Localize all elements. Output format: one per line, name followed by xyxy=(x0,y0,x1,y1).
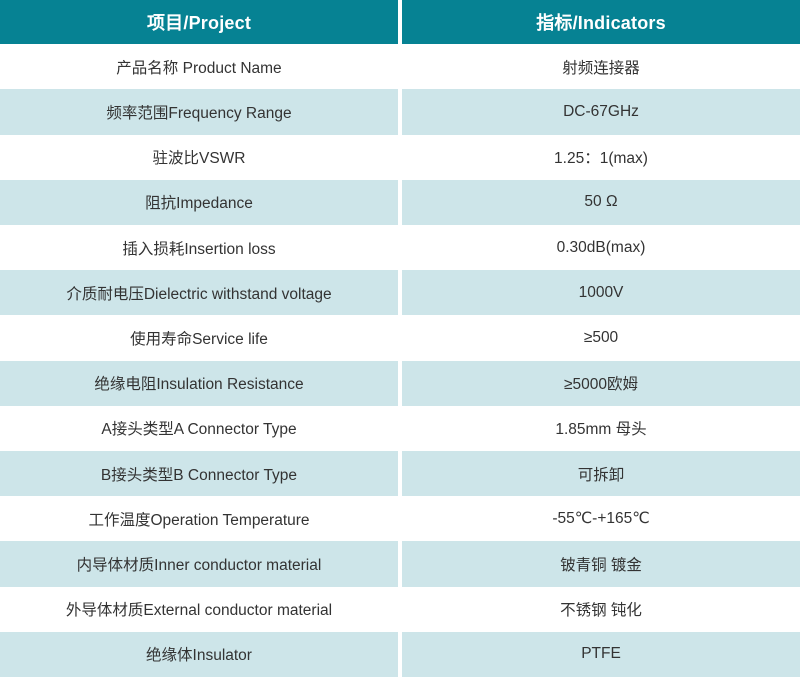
table-body: 产品名称 Product Name 射频连接器 频率范围Frequency Ra… xyxy=(0,44,800,677)
header-indicators-cell: 指标/Indicators xyxy=(402,0,800,45)
project-cell: 产品名称 Product Name xyxy=(0,44,398,90)
project-cell: 绝缘电阻Insulation Resistance xyxy=(0,360,398,406)
indicator-cell: 射频连接器 xyxy=(402,44,800,90)
table-header-row: 项目/Project 指标/Indicators xyxy=(0,0,800,45)
table-row: A接头类型A Connector Type 1.85mm 母头 xyxy=(0,405,800,451)
project-cell: 驻波比VSWR xyxy=(0,134,398,180)
table-row: 绝缘电阻Insulation Resistance ≥5000欧姆 xyxy=(0,360,800,406)
indicator-cell: 1000V xyxy=(402,270,800,316)
table-row: 插入损耗Insertion loss 0.30dB(max) xyxy=(0,225,800,271)
indicator-cell: 1.85mm 母头 xyxy=(402,405,800,451)
table-row: 驻波比VSWR 1.25：1(max) xyxy=(0,134,800,180)
project-cell: 内导体材质Inner conductor material xyxy=(0,541,398,587)
indicator-cell: -55℃-+165℃ xyxy=(402,496,800,542)
project-cell: B接头类型B Connector Type xyxy=(0,450,398,497)
project-cell: 使用寿命Service life xyxy=(0,315,398,361)
table-row: B接头类型B Connector Type 可拆卸 xyxy=(0,450,800,497)
table-row: 工作温度Operation Temperature -55℃-+165℃ xyxy=(0,496,800,542)
project-cell: 频率范围Frequency Range xyxy=(0,89,398,135)
indicator-cell: ≥5000欧姆 xyxy=(402,360,800,406)
table-row: 外导体材质External conductor material 不锈钢 钝化 xyxy=(0,586,800,632)
table-row: 使用寿命Service life ≥500 xyxy=(0,315,800,361)
indicator-cell: 1.25：1(max) xyxy=(402,134,800,180)
indicator-cell: 50 Ω xyxy=(402,179,800,226)
project-cell: 工作温度Operation Temperature xyxy=(0,496,398,542)
table-row: 绝缘体Insulator PTFE xyxy=(0,631,800,677)
indicator-cell: 铍青铜 镀金 xyxy=(402,541,800,587)
table-row: 频率范围Frequency Range DC-67GHz xyxy=(0,89,800,135)
table-row: 阻抗Impedance 50 Ω xyxy=(0,179,800,226)
project-cell: 阻抗Impedance xyxy=(0,179,398,226)
table-row: 产品名称 Product Name 射频连接器 xyxy=(0,44,800,90)
project-cell: 外导体材质External conductor material xyxy=(0,586,398,632)
indicator-cell: 0.30dB(max) xyxy=(402,225,800,271)
project-cell: A接头类型A Connector Type xyxy=(0,405,398,451)
table-row: 介质耐电压Dielectric withstand voltage 1000V xyxy=(0,270,800,316)
project-cell: 插入损耗Insertion loss xyxy=(0,225,398,271)
indicator-cell: PTFE xyxy=(402,631,800,677)
header-project-cell: 项目/Project xyxy=(0,0,398,45)
project-cell: 绝缘体Insulator xyxy=(0,631,398,677)
project-cell: 介质耐电压Dielectric withstand voltage xyxy=(0,270,398,316)
indicator-cell: ≥500 xyxy=(402,315,800,361)
indicator-cell: DC-67GHz xyxy=(402,89,800,135)
table-row: 内导体材质Inner conductor material 铍青铜 镀金 xyxy=(0,541,800,587)
indicator-cell: 不锈钢 钝化 xyxy=(402,586,800,632)
indicator-cell: 可拆卸 xyxy=(402,450,800,497)
